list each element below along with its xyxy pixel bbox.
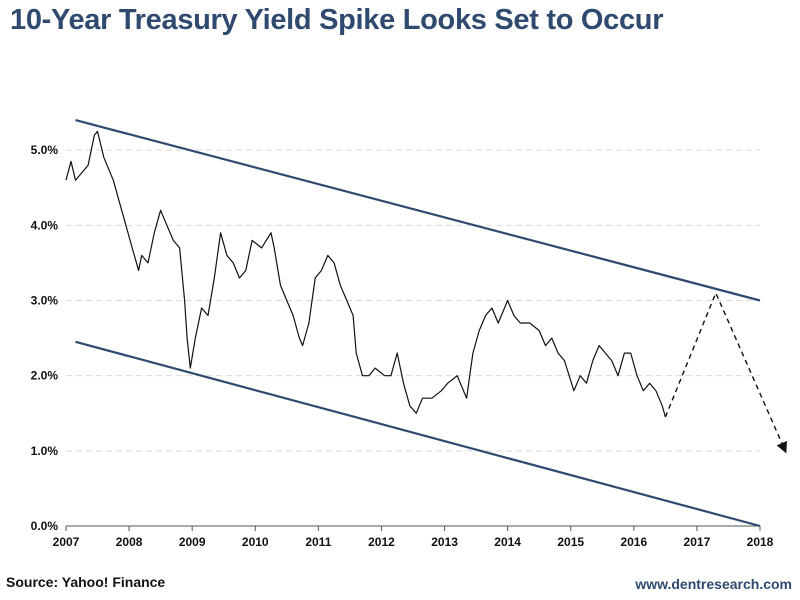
x-tick-label: 2017 [684, 535, 711, 549]
x-tick-label: 2008 [116, 535, 143, 549]
x-tick-label: 2014 [494, 535, 521, 549]
x-tick-label: 2010 [242, 535, 269, 549]
website-link[interactable]: www.dentresearch.com [635, 576, 792, 592]
projection-series-line [664, 292, 787, 454]
x-tick-label: 2012 [368, 535, 395, 549]
chart-title: 10-Year Treasury Yield Spike Looks Set t… [10, 4, 664, 36]
source-note: Source: Yahoo! Finance [6, 574, 166, 590]
x-tick-label: 2016 [620, 535, 647, 549]
y-tick-label: 2.0% [31, 369, 59, 383]
y-tick-label: 4.0% [31, 218, 59, 232]
y-tick-label: 0.0% [31, 519, 59, 533]
x-tick-label: 2011 [305, 535, 331, 549]
x-tick-label: 2015 [557, 535, 584, 549]
upper-channel-line [75, 119, 761, 302]
yield-series-line [65, 130, 666, 418]
y-tick-label: 1.0% [31, 444, 59, 458]
y-tick-label: 5.0% [31, 143, 59, 157]
x-tick-label: 2009 [179, 535, 206, 549]
lower-channel-line [75, 340, 761, 528]
x-tick-label: 2007 [53, 535, 80, 549]
x-tick-label: 2018 [747, 535, 774, 549]
y-tick-label: 3.0% [31, 294, 59, 308]
x-tick-label: 2013 [431, 535, 458, 549]
